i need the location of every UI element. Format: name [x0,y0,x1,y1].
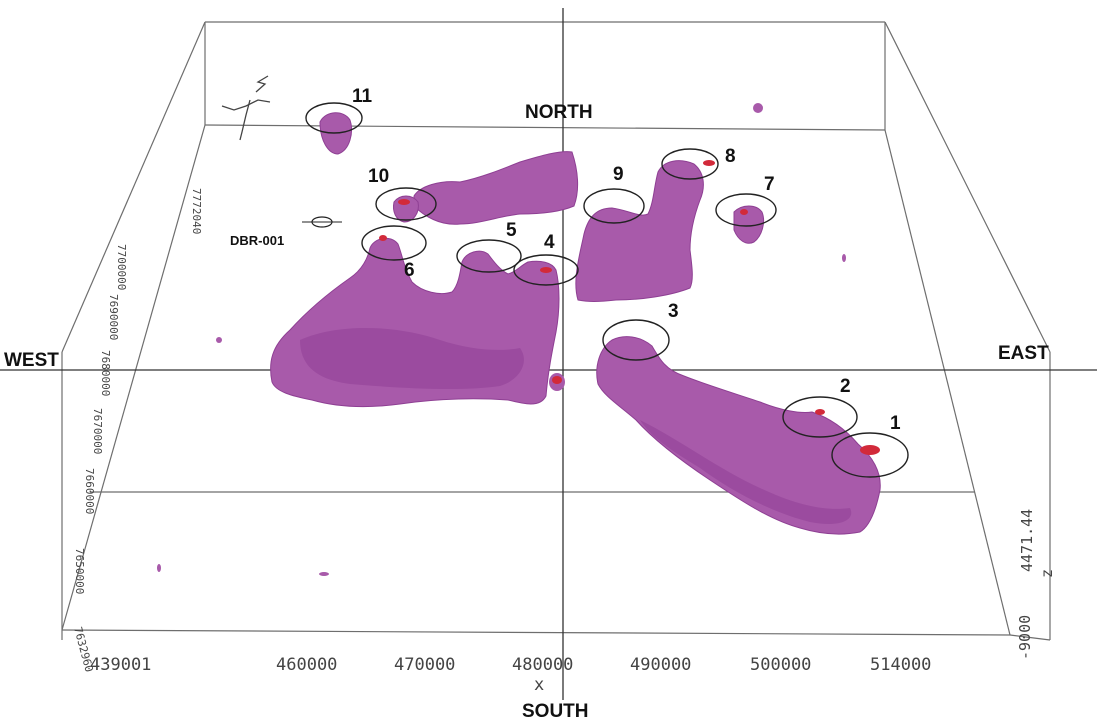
target-circle-9 [583,188,645,224]
y-tick-label: 7660000 [83,468,96,514]
anomaly-bodies [157,103,881,576]
x-tick-label: 470000 [394,655,455,675]
target-circle-6 [361,225,427,261]
z-axis-ticks: 4471.44 -9000 z [1016,509,1056,660]
north-label: NORTH [525,102,593,123]
x-tick-label: 514000 [870,655,931,675]
drillhole-label: DBR-001 [230,233,284,248]
west-label: WEST [4,350,59,371]
anomaly-small-west [216,337,222,343]
target-label-9: 9 [613,164,624,185]
target-circle-5 [456,239,522,273]
target-circle-11 [305,102,363,134]
high-spot-2 [815,409,825,415]
anomaly-body-7 [733,205,765,244]
anomaly-small-east [842,254,846,262]
y-tick-label: 7680000 [99,350,112,396]
high-spot-10 [398,199,410,205]
x-axis-ticks: 439001 460000 470000 480000 490000 50000… [90,655,931,695]
target-label-4: 4 [544,232,555,253]
z-tick-top: 4471.44 [1018,509,1036,572]
high-spot-7 [740,209,748,215]
anomaly-small-se [319,572,329,576]
north-arrow-icon [221,75,271,141]
x-axis-label: x [534,675,544,695]
z-axis-label: z [1038,569,1056,578]
x-tick-label: 460000 [276,655,337,675]
target-circle-7 [715,193,777,227]
target-circle-3 [602,319,670,361]
x-tick-label: 490000 [630,655,691,675]
target-label-5: 5 [506,220,517,241]
x-tick-label: 480000 [512,655,573,675]
high-value-spots [379,160,880,455]
target-circle-2 [782,396,858,438]
target-label-3: 3 [668,301,679,322]
y-tick-label: 7772040 [190,188,203,234]
target-labels: 1 2 3 4 5 6 7 8 9 10 11 [352,86,901,434]
high-spot-4 [540,267,552,273]
high-spot-6 [379,235,387,241]
target-label-8: 8 [725,146,736,167]
target-circle-1 [831,432,909,478]
anomaly-body-north [413,151,579,225]
z-tick-bottom: -9000 [1016,615,1034,660]
target-label-6: 6 [404,260,415,281]
high-spot-8 [703,160,715,166]
anomaly-small-ne [753,103,763,113]
y-tick-label: 7690000 [107,294,120,340]
target-circle-4 [513,254,579,286]
y-tick-label: 7700000 [115,244,128,290]
target-circle-10 [375,187,437,221]
drillhole-dbr-001: DBR-001 [230,216,342,248]
anomaly-small-sw [157,564,161,572]
y-tick-label: 7670000 [91,408,104,454]
x-tick-label: 500000 [750,655,811,675]
high-spot-1 [860,445,880,455]
high-spot-south [552,376,562,384]
anomaly-shade-west [300,327,524,390]
y-tick-label: 7650000 [73,548,86,594]
y-tick-label: 7632960 [71,625,96,673]
anomaly-body-south-east [596,336,881,535]
x-tick-label: 439001 [90,655,151,675]
target-circle-8 [661,148,719,180]
target-label-10: 10 [368,166,389,187]
south-label: SOUTH [522,701,589,722]
target-label-1: 1 [890,413,901,434]
target-label-11: 11 [352,86,373,107]
target-label-2: 2 [840,376,851,397]
anomaly-shade-south-east [640,420,852,525]
y-axis-ticks: 7632960 7650000 7660000 7670000 7680000 … [71,188,203,674]
target-circles [305,102,909,478]
anomaly-body-central [575,160,704,302]
target-label-7: 7 [764,174,775,195]
east-label: EAST [998,343,1049,364]
